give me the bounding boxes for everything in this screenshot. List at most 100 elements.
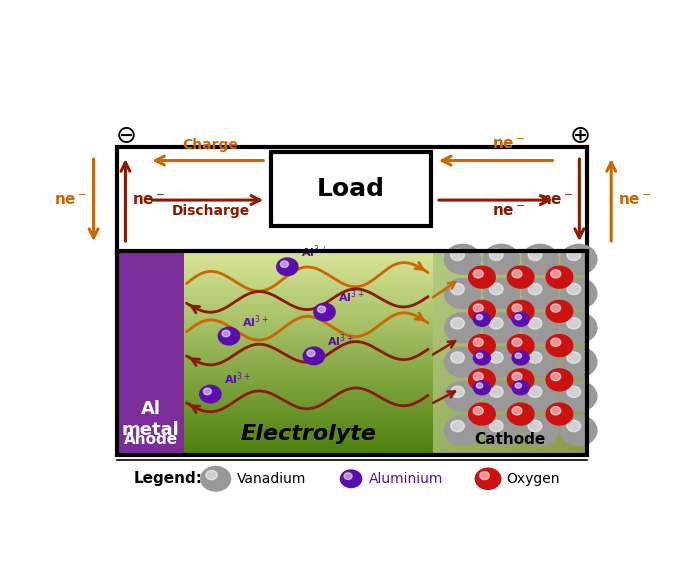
Circle shape [512, 312, 530, 326]
Text: Al$^{3+}$: Al$^{3+}$ [242, 313, 269, 329]
Circle shape [473, 270, 483, 278]
Circle shape [522, 245, 558, 274]
Circle shape [340, 470, 362, 487]
Circle shape [489, 420, 503, 431]
Text: ne$^-$: ne$^-$ [540, 193, 573, 207]
Text: Anode: Anode [123, 431, 177, 447]
Circle shape [445, 347, 481, 377]
Circle shape [483, 381, 519, 411]
Circle shape [515, 315, 521, 320]
Circle shape [476, 315, 483, 320]
Circle shape [528, 249, 542, 260]
Text: $\oplus$: $\oplus$ [569, 124, 590, 148]
Text: Al$^{3+}$: Al$^{3+}$ [327, 333, 353, 349]
Circle shape [469, 266, 495, 288]
Circle shape [489, 249, 503, 260]
Text: ne$^-$: ne$^-$ [493, 137, 525, 152]
Circle shape [551, 372, 561, 381]
Circle shape [508, 369, 534, 391]
Text: Electrolyte: Electrolyte [240, 424, 377, 443]
Circle shape [451, 386, 464, 397]
Text: ne$^-$: ne$^-$ [493, 205, 525, 219]
Circle shape [512, 406, 522, 415]
Text: Load: Load [317, 177, 385, 201]
Text: Discharge: Discharge [171, 205, 249, 218]
Circle shape [280, 261, 288, 267]
Circle shape [451, 352, 464, 363]
Circle shape [546, 266, 573, 288]
Circle shape [508, 300, 534, 322]
Circle shape [528, 386, 542, 397]
Circle shape [522, 313, 558, 343]
Circle shape [512, 372, 522, 381]
Circle shape [469, 300, 495, 322]
Circle shape [476, 383, 483, 388]
Circle shape [219, 327, 240, 345]
Circle shape [508, 403, 534, 425]
Text: Al$^{3+}$: Al$^{3+}$ [301, 243, 327, 260]
Circle shape [567, 283, 581, 295]
Circle shape [200, 385, 221, 403]
Text: $\ominus$: $\ominus$ [115, 124, 136, 148]
Circle shape [473, 372, 483, 381]
Circle shape [473, 406, 483, 415]
Circle shape [451, 317, 464, 329]
Circle shape [476, 353, 483, 359]
Circle shape [522, 347, 558, 377]
Circle shape [546, 300, 573, 322]
Circle shape [318, 306, 325, 313]
Circle shape [515, 353, 521, 359]
Circle shape [567, 249, 581, 260]
Circle shape [473, 304, 483, 312]
Circle shape [522, 381, 558, 411]
Text: Al$^{3+}$: Al$^{3+}$ [223, 371, 250, 388]
Text: Cathode: Cathode [475, 431, 546, 447]
Circle shape [489, 386, 503, 397]
Circle shape [445, 381, 481, 411]
Circle shape [473, 351, 490, 365]
Circle shape [201, 466, 231, 491]
Circle shape [551, 304, 561, 312]
Circle shape [469, 403, 495, 425]
Circle shape [567, 386, 581, 397]
Text: Al
metal: Al metal [122, 400, 179, 439]
Circle shape [451, 420, 464, 431]
Circle shape [473, 312, 490, 326]
Circle shape [512, 304, 522, 312]
Circle shape [561, 313, 597, 343]
Circle shape [451, 249, 464, 260]
Circle shape [473, 338, 483, 347]
Circle shape [528, 352, 542, 363]
Circle shape [561, 381, 597, 411]
Circle shape [344, 473, 352, 479]
Text: Charge: Charge [182, 138, 238, 152]
Circle shape [469, 335, 495, 357]
Circle shape [483, 245, 519, 274]
Circle shape [546, 335, 573, 357]
Circle shape [546, 369, 573, 391]
Circle shape [512, 351, 530, 365]
Circle shape [512, 270, 522, 278]
Circle shape [489, 317, 503, 329]
Circle shape [222, 330, 230, 337]
FancyBboxPatch shape [118, 148, 587, 253]
Text: ne$^-$: ne$^-$ [618, 193, 651, 207]
Circle shape [473, 381, 490, 394]
Circle shape [277, 258, 298, 275]
Circle shape [479, 471, 489, 479]
Circle shape [528, 317, 542, 329]
Circle shape [508, 335, 534, 357]
Circle shape [561, 347, 597, 377]
Circle shape [483, 416, 519, 445]
Circle shape [483, 313, 519, 343]
Circle shape [508, 266, 534, 288]
Text: Al$^{3+}$: Al$^{3+}$ [338, 289, 364, 306]
Circle shape [567, 420, 581, 431]
Circle shape [469, 369, 495, 391]
Circle shape [522, 416, 558, 445]
Text: Legend:: Legend: [134, 471, 202, 486]
Circle shape [307, 350, 315, 357]
Circle shape [522, 279, 558, 308]
Text: ne$^-$: ne$^-$ [132, 193, 165, 207]
Circle shape [567, 317, 581, 329]
